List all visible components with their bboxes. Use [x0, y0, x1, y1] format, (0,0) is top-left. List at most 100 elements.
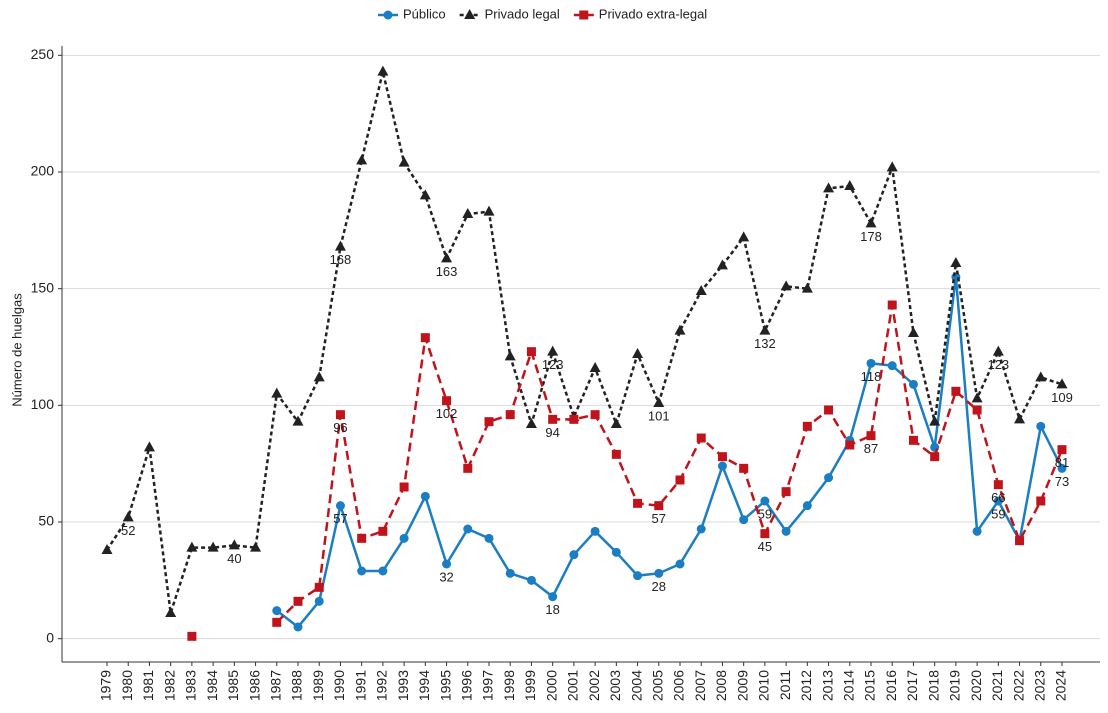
y-tick-label: 50	[38, 513, 54, 529]
data-point	[505, 410, 515, 420]
legend-label: Privado legal	[485, 6, 560, 21]
data-point	[335, 501, 345, 511]
data-label: 66	[991, 490, 1005, 505]
series-line	[105, 71, 1063, 614]
data-point	[526, 575, 536, 585]
data-label: 81	[1055, 455, 1069, 470]
data-point	[356, 154, 368, 165]
x-tick-label: 1983	[183, 670, 199, 701]
data-point	[228, 539, 240, 550]
x-tick-label: 2010	[756, 670, 772, 701]
data-point	[865, 217, 877, 228]
legend-marker	[464, 9, 476, 19]
legend-marker	[383, 10, 393, 20]
data-point	[547, 345, 559, 356]
data-point	[1035, 371, 1047, 382]
data-point	[824, 405, 834, 415]
data-point	[271, 387, 283, 398]
data-point	[908, 379, 918, 389]
data-point	[122, 511, 134, 522]
data-point	[929, 415, 941, 426]
data-point	[1015, 536, 1025, 546]
data-label: 94	[545, 425, 559, 440]
data-point	[674, 324, 686, 335]
data-point	[654, 568, 664, 578]
data-point	[334, 240, 346, 251]
data-point	[993, 480, 1003, 490]
x-tick-label: 2022	[1010, 670, 1026, 701]
data-point	[272, 617, 282, 627]
data-point	[760, 529, 770, 539]
legend-label: Público	[403, 6, 446, 21]
data-label: 87	[864, 441, 878, 456]
data-point	[441, 252, 453, 263]
data-label: 109	[1051, 390, 1073, 405]
data-point	[165, 607, 177, 617]
x-tick-label: 2005	[649, 670, 665, 701]
x-tick-label: 2001	[565, 670, 581, 701]
data-point	[675, 475, 685, 485]
data-point	[802, 421, 812, 431]
data-point	[378, 526, 388, 536]
x-tick-label: 2012	[798, 670, 814, 701]
data-point	[1057, 463, 1067, 473]
data-point	[420, 491, 430, 501]
data-point	[610, 418, 622, 428]
x-tick-label: 1985	[225, 670, 241, 701]
data-point	[653, 397, 665, 407]
data-point	[483, 205, 495, 216]
data-point	[738, 231, 750, 242]
data-label: 123	[542, 357, 564, 372]
data-point	[739, 463, 749, 473]
data-point	[972, 405, 982, 415]
data-label: 18	[545, 602, 559, 617]
x-tick-label: 1998	[501, 670, 517, 701]
data-point	[484, 533, 494, 543]
y-tick-label: 0	[46, 629, 54, 645]
data-point	[250, 541, 262, 552]
data-point	[675, 559, 685, 569]
data-point	[717, 452, 727, 462]
data-point	[101, 544, 113, 554]
x-tick-label: 1991	[352, 670, 368, 701]
legend-label: Privado extra-legal	[599, 6, 707, 21]
data-label: 101	[648, 408, 670, 423]
x-tick-label: 1979	[98, 670, 114, 701]
x-tick-label: 2007	[692, 670, 708, 701]
data-label: 102	[436, 406, 458, 421]
data-label: 96	[333, 420, 347, 435]
x-tick-label: 1990	[331, 670, 347, 701]
data-point	[845, 440, 855, 450]
x-tick-label: 2016	[883, 670, 899, 701]
data-label: 45	[758, 539, 772, 554]
x-tick-label: 2018	[925, 670, 941, 701]
data-point	[866, 358, 876, 368]
data-point	[143, 441, 155, 452]
x-tick-label: 2024	[1053, 670, 1069, 701]
x-tick-label: 2003	[607, 670, 623, 701]
data-point	[463, 524, 473, 534]
series-line	[276, 276, 1064, 629]
data-point	[187, 631, 197, 641]
x-tick-label: 2000	[543, 670, 559, 701]
data-point	[377, 65, 389, 76]
data-point	[186, 541, 198, 552]
data-point	[696, 524, 706, 534]
data-label: 73	[1055, 474, 1069, 489]
data-point	[908, 435, 918, 445]
data-point	[611, 449, 621, 459]
data-label: 59	[758, 506, 772, 521]
data-point	[992, 345, 1004, 356]
data-label: 57	[652, 511, 666, 526]
data-point	[590, 526, 600, 536]
data-point	[526, 347, 536, 357]
data-point	[484, 417, 494, 427]
data-point	[314, 582, 324, 592]
data-point	[1036, 496, 1046, 506]
x-tick-label: 1992	[374, 670, 390, 701]
x-tick-label: 2002	[586, 670, 602, 701]
x-tick-label: 1986	[246, 670, 262, 701]
data-point	[590, 410, 600, 420]
data-point	[866, 431, 876, 441]
